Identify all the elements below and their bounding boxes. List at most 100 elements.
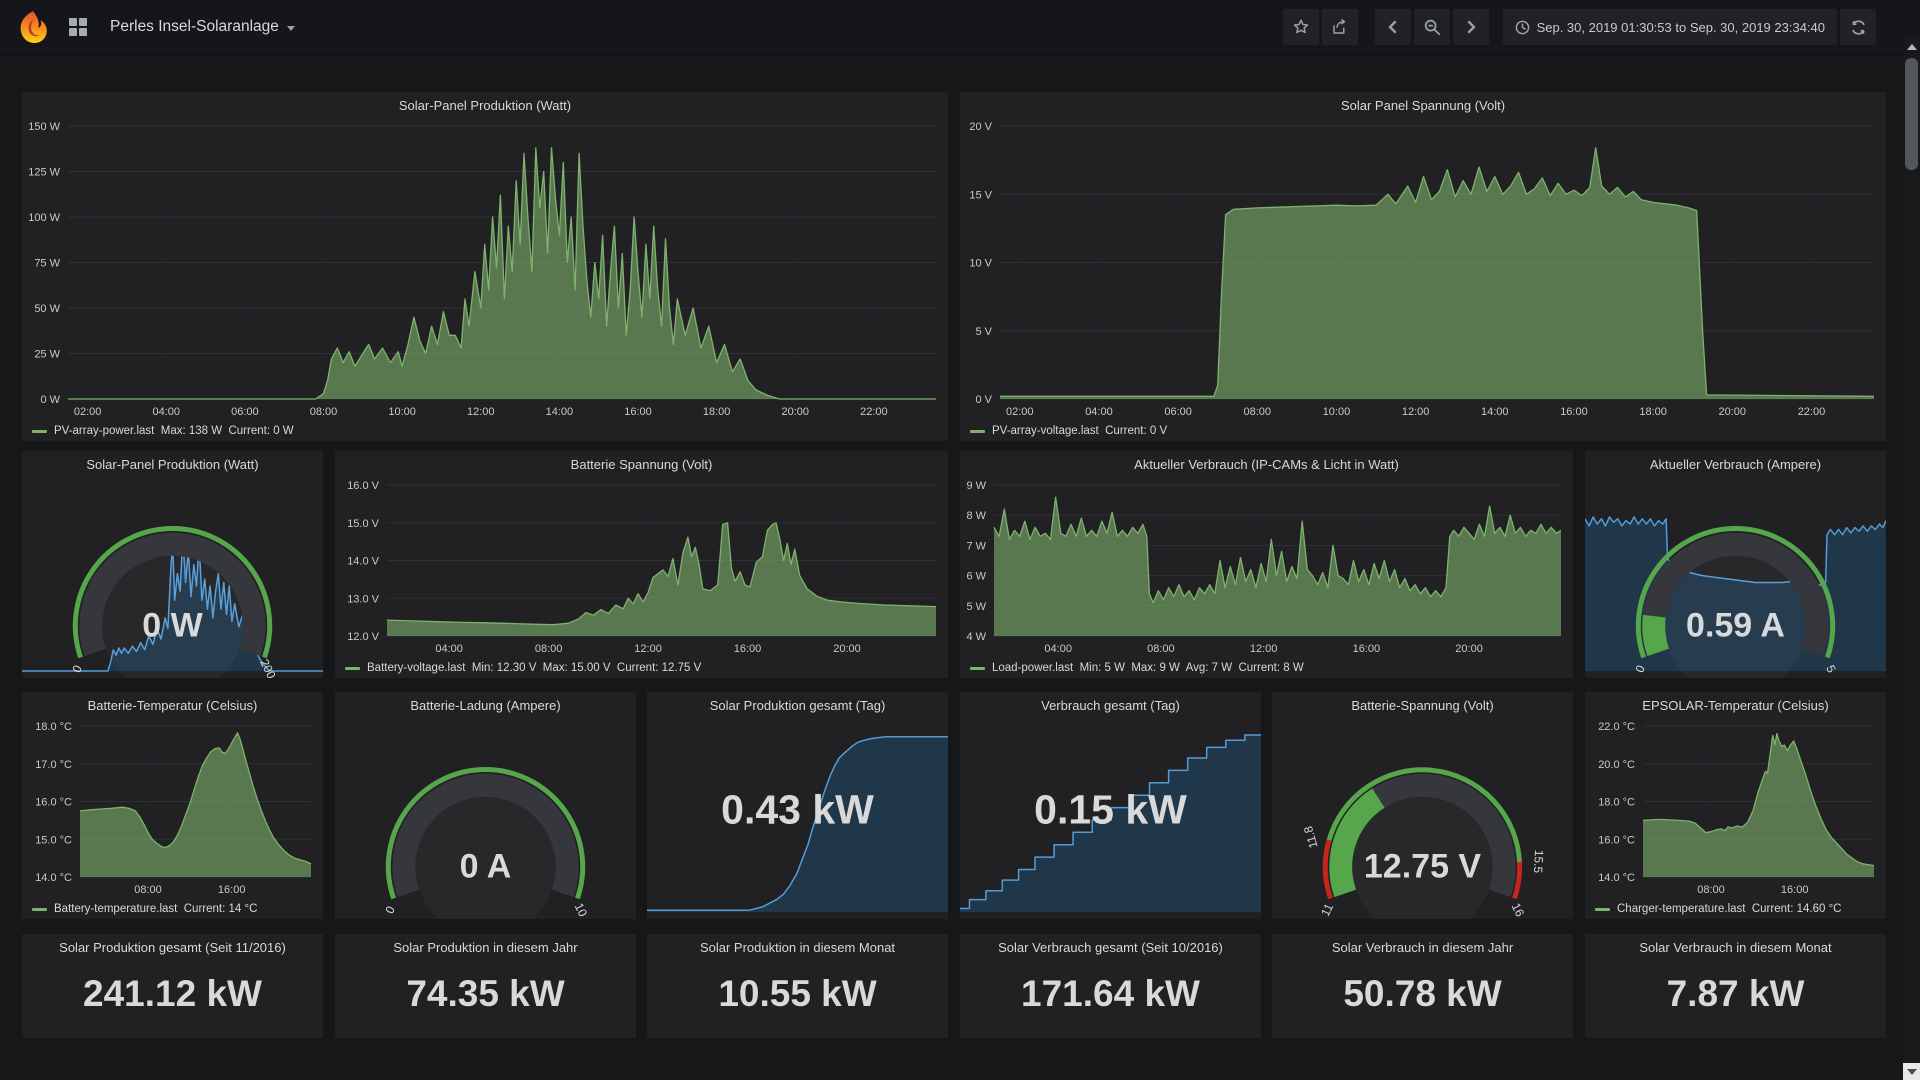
panel-title[interactable]: Aktueller Verbrauch (Ampere)	[1649, 457, 1822, 472]
panel-title[interactable]: Solar Verbrauch in diesem Monat	[1639, 940, 1832, 955]
legend-series-label[interactable]: PV-array-power.last Max: 138 W Current: …	[54, 425, 294, 437]
svg-text:18:00: 18:00	[1639, 406, 1667, 418]
star-dashboard-button[interactable]	[1282, 9, 1319, 45]
svg-text:06:00: 06:00	[231, 406, 259, 418]
svg-text:25 W: 25 W	[34, 349, 60, 361]
panel-load-power-graph: Aktueller Verbrauch (IP-CAMs & Licht in …	[960, 451, 1573, 678]
svg-text:16:00: 16:00	[218, 884, 246, 896]
panel-title[interactable]: Batterie-Ladung (Ampere)	[410, 698, 561, 713]
svg-text:15.0 V: 15.0 V	[347, 518, 379, 530]
panel-solar-year-stat: Solar Produktion in diesem Jahr 74.35 kW	[335, 934, 636, 1038]
legend-series-label[interactable]: Load-power.last Min: 5 W Max: 9 W Avg: 7…	[992, 662, 1304, 674]
panel-epsolar-temp-graph: EPSOLAR-Temperatur (Celsius) 14.0 °C 16.0…	[1585, 692, 1886, 919]
svg-text:75 W: 75 W	[34, 258, 60, 270]
legend-series-label[interactable]: Battery-temperature.last Current: 14 °C	[54, 903, 258, 915]
svg-text:6 W: 6 W	[966, 571, 986, 583]
scrollbar-thumb[interactable]	[1905, 58, 1918, 170]
scrollbar-down-arrow[interactable]	[1903, 1063, 1920, 1080]
svg-text:16.0 V: 16.0 V	[347, 480, 379, 492]
graph-plot-area[interactable]: 0 W 25 W 50 W 75 W 100 W 125 W 150 W 02:00 04:00…	[22, 92, 948, 441]
panel-title[interactable]: Solar Verbrauch gesamt (Seit 10/2016)	[998, 940, 1223, 955]
grafana-logo[interactable]	[16, 10, 50, 44]
panel-title[interactable]: Verbrauch gesamt (Tag)	[1041, 698, 1180, 713]
stat-value: 74.35 kW	[406, 973, 565, 1015]
legend-series-label[interactable]: Charger-temperature.last Current: 14.60 …	[1617, 903, 1842, 915]
graph-plot-area[interactable]: 14.0 °C 16.0 °C 18.0 °C 20.0 °C 22.0 °C 08:00…	[1585, 692, 1886, 919]
svg-text:5: 5	[1823, 663, 1839, 675]
vertical-scrollbar[interactable]	[1903, 38, 1920, 1080]
panel-title[interactable]: Aktueller Verbrauch (IP-CAMs & Licht in …	[1134, 457, 1399, 472]
panel-title[interactable]: Solar Verbrauch in diesem Jahr	[1331, 940, 1514, 955]
panel-title[interactable]: Solar Produktion gesamt (Tag)	[709, 698, 886, 713]
dashboard-canvas: Solar-Panel Produktion (Watt) 0 W 25 W 5 0 …	[0, 55, 1920, 1080]
legend-series-label[interactable]: Battery-voltage.last Min: 12.30 V Max: 1…	[367, 662, 702, 674]
panel-consumption-total-stat: Solar Verbrauch gesamt (Seit 10/2016) 17…	[960, 934, 1261, 1038]
scrollbar-up-arrow[interactable]	[1903, 38, 1920, 55]
share-icon	[1331, 18, 1349, 36]
panel-battery-voltage-gauge: Batterie-Spannung (Volt) 11 16 11.8 15.5 12…	[1272, 692, 1573, 919]
dashboard-grid-icon[interactable]	[60, 9, 96, 45]
gauge-canvas: 11 16 11.8 15.5	[1272, 692, 1573, 919]
svg-text:20:00: 20:00	[1455, 643, 1483, 655]
legend-color-marker	[1595, 907, 1610, 911]
svg-text:7 W: 7 W	[966, 540, 986, 552]
panel-title[interactable]: Batterie-Spannung (Volt)	[1351, 698, 1494, 713]
legend-color-marker	[970, 429, 985, 433]
svg-text:22:00: 22:00	[1798, 406, 1826, 418]
panel-title[interactable]: Solar Produktion gesamt (Seit 11/2016)	[59, 940, 286, 955]
graph-legend: Battery-voltage.last Min: 12.30 V Max: 1…	[345, 662, 701, 674]
svg-text:14.0 °C: 14.0 °C	[35, 872, 72, 884]
graph-plot-area[interactable]: 12.0 V 13.0 V 14.0 V 15.0 V 16.0 V 04:00 08:00…	[335, 451, 948, 678]
panel-title[interactable]: Batterie-Temperatur (Celsius)	[87, 698, 258, 713]
svg-text:16.0 °C: 16.0 °C	[1598, 834, 1635, 846]
svg-text:0 W: 0 W	[40, 394, 60, 406]
time-back-button[interactable]	[1374, 9, 1411, 45]
panel-title[interactable]: Batterie Spannung (Volt)	[570, 457, 713, 472]
legend-color-marker	[32, 907, 47, 911]
svg-text:200: 200	[257, 657, 279, 678]
dashboard-title-dropdown[interactable]: Perles Insel-Solaranlage	[110, 18, 295, 36]
svg-text:14:00: 14:00	[546, 406, 574, 418]
legend-color-marker	[32, 429, 47, 433]
legend-color-marker	[970, 666, 985, 670]
panel-title[interactable]: Solar Produktion in diesem Monat	[699, 940, 896, 955]
graph-plot-area[interactable]: 0 V 5 V 10 V 15 V 20 V 02:00 04:00 06:00 08:00 10…	[960, 92, 1886, 441]
panel-title[interactable]: Solar-Panel Produktion (Watt)	[86, 457, 259, 472]
panel-consumption-month-stat: Solar Verbrauch in diesem Monat 7.87 kW	[1585, 934, 1886, 1038]
panel-title[interactable]: Solar Produktion in diesem Jahr	[393, 940, 578, 955]
graph-plot-area[interactable]: 4 W 5 W 6 W 7 W 8 W 9 W 04:00 08:00 12:00 16:00 20…	[960, 451, 1573, 678]
svg-text:14:00: 14:00	[1481, 406, 1509, 418]
graph-plot-area[interactable]: 14.0 °C 15.0 °C 16.0 °C 17.0 °C 18.0 °C 08:00…	[22, 692, 323, 919]
panel-title[interactable]: Solar-Panel Produktion (Watt)	[398, 98, 572, 113]
zoom-out-button[interactable]	[1413, 9, 1450, 45]
panel-solar-day-total-stat: Solar Produktion gesamt (Tag) 0.43 kW	[647, 692, 948, 919]
svg-text:16:00: 16:00	[734, 643, 762, 655]
share-dashboard-button[interactable]	[1321, 9, 1358, 45]
svg-text:06:00: 06:00	[1164, 406, 1192, 418]
refresh-button[interactable]	[1840, 9, 1876, 45]
legend-series-label[interactable]: PV-array-voltage.last Current: 0 V	[992, 425, 1168, 437]
svg-text:125 W: 125 W	[28, 167, 60, 179]
refresh-icon	[1850, 19, 1867, 36]
time-forward-button[interactable]	[1452, 9, 1489, 45]
time-range-label: Sep. 30, 2019 01:30:53 to Sep. 30, 2019 …	[1536, 19, 1825, 35]
svg-text:04:00: 04:00	[1044, 643, 1072, 655]
svg-text:02:00: 02:00	[1006, 406, 1034, 418]
panel-title[interactable]: EPSOLAR-Temperatur (Celsius)	[1642, 698, 1829, 713]
stat-value: 171.64 kW	[1021, 973, 1200, 1015]
svg-text:16.0 °C: 16.0 °C	[35, 797, 72, 809]
svg-text:16: 16	[1509, 901, 1528, 919]
time-range-picker[interactable]: Sep. 30, 2019 01:30:53 to Sep. 30, 2019 …	[1502, 9, 1837, 45]
panel-battery-temp-graph: Batterie-Temperatur (Celsius) 14.0 °C 15.…	[22, 692, 323, 919]
svg-text:20:00: 20:00	[781, 406, 809, 418]
stat-value: 7.87 kW	[1666, 973, 1805, 1015]
star-icon	[1292, 18, 1310, 36]
stat-value: 0.15 kW	[1034, 786, 1187, 833]
panel-title[interactable]: Solar Panel Spannung (Volt)	[1340, 98, 1506, 113]
svg-text:10:00: 10:00	[1323, 406, 1351, 418]
svg-text:12:00: 12:00	[634, 643, 662, 655]
legend-color-marker	[345, 666, 360, 670]
chevron-left-icon	[1386, 20, 1400, 34]
graph-legend: PV-array-power.last Max: 138 W Current: …	[32, 425, 294, 437]
